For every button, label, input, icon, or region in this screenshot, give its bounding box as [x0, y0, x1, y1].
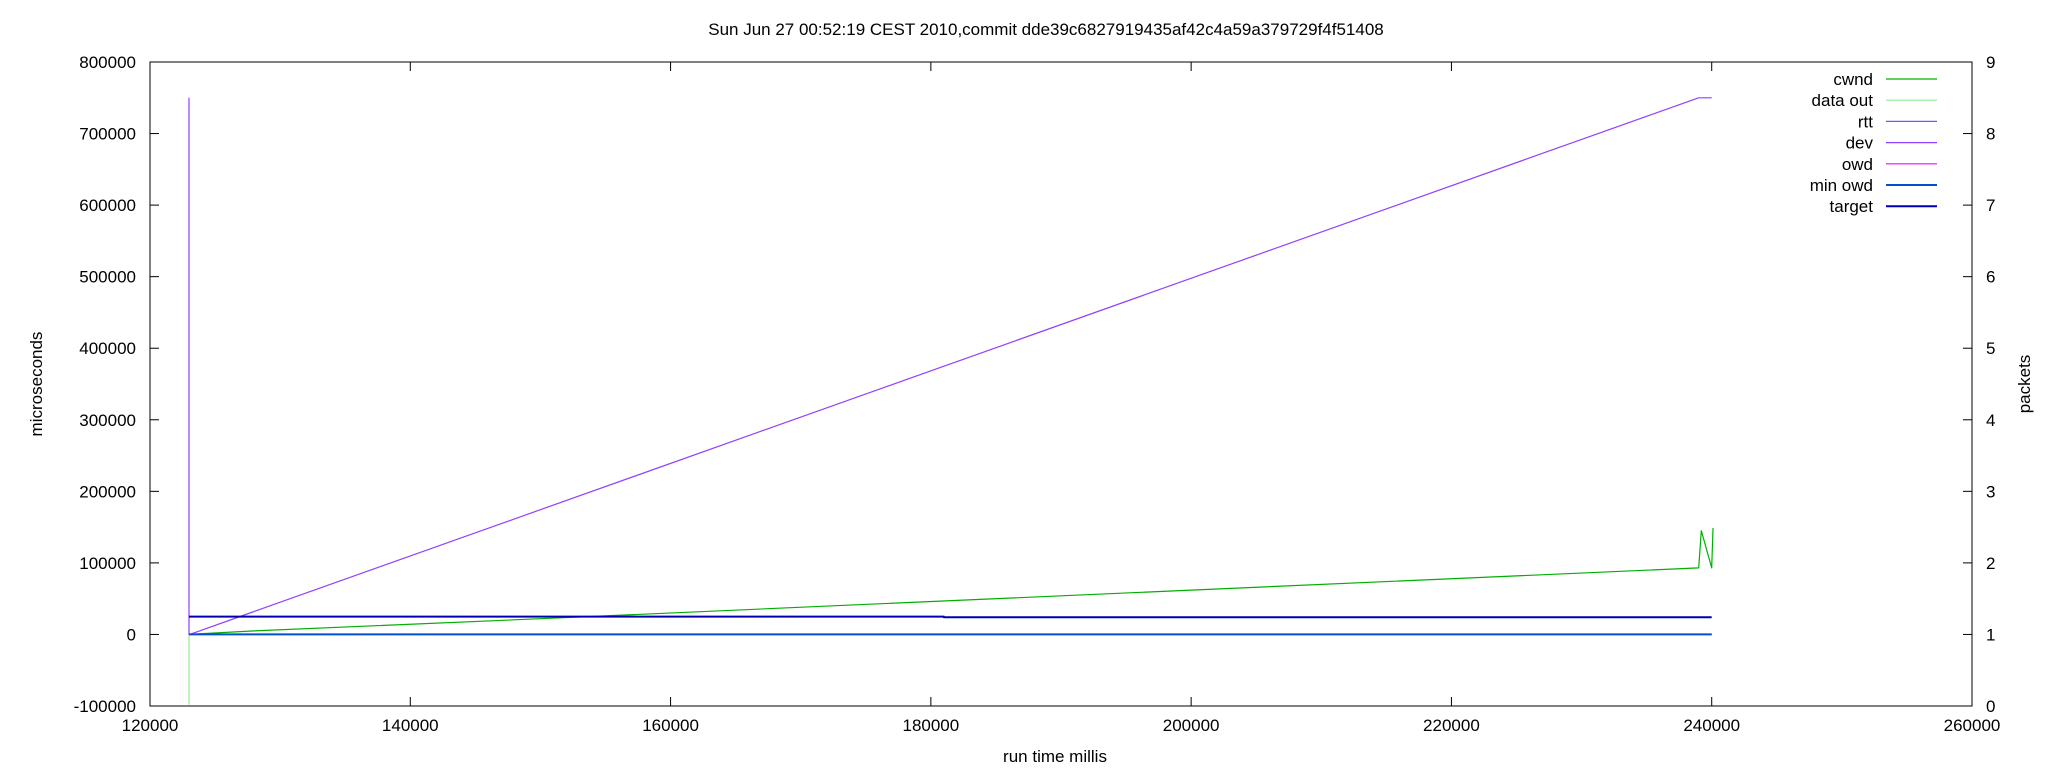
y-tick-label: 0: [127, 625, 136, 644]
y2-tick-label: 6: [1986, 268, 1995, 287]
y2-tick-label: 5: [1986, 339, 1995, 358]
y2-tick-label: 1: [1986, 625, 1995, 644]
y2-tick-label: 7: [1986, 196, 1995, 215]
legend-label: data out: [1812, 91, 1874, 110]
y2-tick-label: 9: [1986, 53, 1995, 72]
y2-axis-ticks: 0 1 2 3 4 5 6 7 8 9: [1963, 53, 1995, 716]
series-line-target: [189, 615, 1712, 619]
y2-tick-label: 0: [1986, 697, 1995, 716]
y-axis-label: microseconds: [27, 332, 46, 437]
x-axis-ticks: 120000 140000 160000 180000 200000 220000 2400…: [122, 62, 2001, 735]
legend-label: cwnd: [1833, 70, 1873, 89]
x-tick-label: 220000: [1423, 716, 1480, 735]
x-tick-label: 180000: [902, 716, 959, 735]
x-axis-label: run time millis: [1003, 747, 1107, 766]
y-tick-label: -100000: [74, 697, 136, 716]
y2-tick-label: 2: [1986, 554, 1995, 573]
series-layer: [188, 97, 1714, 705]
legend: cwnd data out rtt dev owd min owd target: [1810, 70, 1937, 216]
y-axis-ticks: -100000 0 100000 200000 300000 400000 500000 60…: [74, 53, 159, 716]
y2-axis-label: packets: [2015, 355, 2034, 414]
y-tick-label: 700000: [79, 125, 136, 144]
legend-label: dev: [1846, 134, 1874, 153]
legend-label: min owd: [1810, 176, 1873, 195]
series-line-cwnd: [188, 527, 1714, 635]
y-tick-label: 100000: [79, 554, 136, 573]
chart-title: Sun Jun 27 00:52:19 CEST 2010,commit dde…: [708, 20, 1384, 39]
x-tick-label: 240000: [1683, 716, 1740, 735]
legend-label: target: [1830, 197, 1874, 216]
y-tick-label: 500000: [79, 268, 136, 287]
x-tick-label: 260000: [1944, 716, 2001, 735]
x-tick-label: 160000: [642, 716, 699, 735]
x-tick-label: 140000: [382, 716, 439, 735]
y2-tick-label: 8: [1986, 125, 1995, 144]
y-tick-label: 200000: [79, 482, 136, 501]
y-tick-label: 600000: [79, 196, 136, 215]
y2-tick-label: 3: [1986, 482, 1995, 501]
y-tick-label: 400000: [79, 339, 136, 358]
plot-frame: [149, 61, 1973, 707]
legend-label: rtt: [1858, 112, 1873, 131]
legend-label: owd: [1842, 155, 1873, 174]
y-tick-label: 800000: [79, 53, 136, 72]
x-tick-label: 120000: [122, 716, 179, 735]
y-tick-label: 300000: [79, 411, 136, 430]
x-tick-label: 200000: [1163, 716, 1220, 735]
y2-tick-label: 4: [1986, 411, 1995, 430]
